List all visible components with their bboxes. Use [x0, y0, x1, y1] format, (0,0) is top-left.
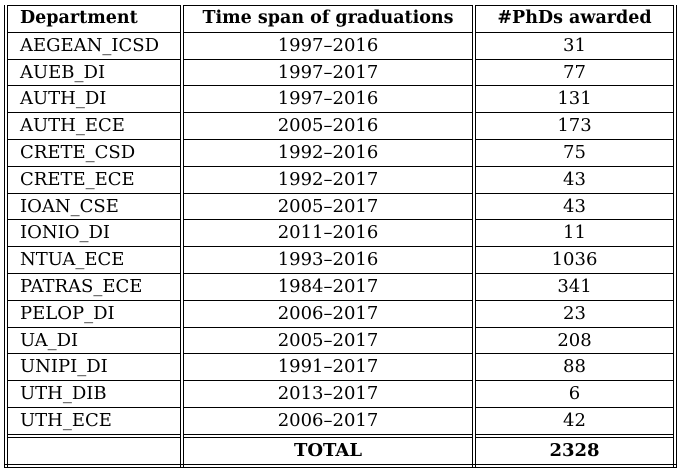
time-span-cell: 2006–2017 — [182, 300, 476, 328]
table-row: UNIPI_DI 1991–2017 88 — [4, 353, 677, 382]
header-phds-awarded: #PhDs awarded — [474, 5, 677, 33]
time-span-cell: 1984–2017 — [182, 273, 476, 301]
time-span-cell: 1997–2016 — [182, 85, 476, 114]
department-cell: UA_DI — [4, 327, 184, 355]
department-cell: AUTH_DI — [4, 85, 184, 114]
department-cell: PATRAS_ECE — [4, 273, 184, 301]
table-row: UTH_DIB 2013–2017 6 — [4, 380, 677, 408]
phds-cell: 131 — [474, 85, 677, 114]
table-body: AEGEAN_ICSD 1997–2016 31 AUEB_DI 1997–2017 77… — [4, 32, 677, 437]
table-row: IONIO_DI 2011–2016 11 — [4, 219, 677, 248]
department-cell: CRETE_CSD — [4, 139, 184, 167]
table-row: PELOP_DI 2006–2017 23 — [4, 300, 677, 328]
table-row: CRETE_ECE 1992–2017 43 — [4, 166, 677, 194]
total-value: 2328 — [474, 433, 677, 468]
phds-cell: 208 — [474, 327, 677, 355]
phds-cell: 75 — [474, 139, 677, 167]
table-row: AUEB_DI 1997–2017 77 — [4, 59, 677, 87]
time-span-cell: 2005–2017 — [182, 193, 476, 221]
table-row: UTH_ECE 2006–2017 42 — [4, 407, 677, 437]
phds-cell: 31 — [474, 32, 677, 60]
phds-cell: 23 — [474, 300, 677, 328]
department-cell: CRETE_ECE — [4, 166, 184, 194]
department-cell: IONIO_DI — [4, 219, 184, 248]
header-department: Department — [4, 5, 184, 33]
total-label: TOTAL — [182, 433, 476, 468]
department-cell: PELOP_DI — [4, 300, 184, 328]
time-span-cell: 1997–2017 — [182, 59, 476, 87]
phds-cell: 88 — [474, 353, 677, 382]
department-cell: AUTH_ECE — [4, 112, 184, 140]
phds-cell: 43 — [474, 193, 677, 221]
time-span-cell: 2005–2017 — [182, 327, 476, 355]
phds-cell: 11 — [474, 219, 677, 248]
department-cell: IOAN_CSE — [4, 193, 184, 221]
time-span-cell: 1993–2016 — [182, 246, 476, 274]
time-span-cell: 1997–2016 — [182, 32, 476, 60]
time-span-cell: 2006–2017 — [182, 407, 476, 437]
table-row: PATRAS_ECE 1984–2017 341 — [4, 273, 677, 301]
table-row: CRETE_CSD 1992–2016 75 — [4, 139, 677, 167]
table-row: AEGEAN_ICSD 1997–2016 31 — [4, 32, 677, 60]
phd-table-container: Department Time span of graduations #PhD… — [4, 5, 677, 468]
department-cell: UNIPI_DI — [4, 353, 184, 382]
time-span-cell: 1992–2017 — [182, 166, 476, 194]
department-cell: AUEB_DI — [4, 59, 184, 87]
table-row: UA_DI 2005–2017 208 — [4, 327, 677, 355]
phds-cell: 43 — [474, 166, 677, 194]
phds-cell: 1036 — [474, 246, 677, 274]
department-cell: NTUA_ECE — [4, 246, 184, 274]
phds-cell: 42 — [474, 407, 677, 437]
table-row: NTUA_ECE 1993–2016 1036 — [4, 246, 677, 274]
phds-cell: 173 — [474, 112, 677, 140]
time-span-cell: 2005–2016 — [182, 112, 476, 140]
header-time-span: Time span of graduations — [182, 5, 476, 33]
phds-cell: 341 — [474, 273, 677, 301]
time-span-cell: 1991–2017 — [182, 353, 476, 382]
department-cell: UTH_ECE — [4, 407, 184, 437]
department-cell: UTH_DIB — [4, 380, 184, 408]
time-span-cell: 2013–2017 — [182, 380, 476, 408]
table-header-row: Department Time span of graduations #PhD… — [4, 5, 677, 33]
total-department-cell — [4, 433, 184, 468]
total-row: TOTAL 2328 — [4, 433, 677, 468]
time-span-cell: 2011–2016 — [182, 219, 476, 248]
phds-cell: 6 — [474, 380, 677, 408]
phds-cell: 77 — [474, 59, 677, 87]
table-row: AUTH_DI 1997–2016 131 — [4, 85, 677, 114]
time-span-cell: 1992–2016 — [182, 139, 476, 167]
phd-table: Department Time span of graduations #PhD… — [4, 5, 677, 468]
table-row: IOAN_CSE 2005–2017 43 — [4, 193, 677, 221]
table-row: AUTH_ECE 2005–2016 173 — [4, 112, 677, 140]
department-cell: AEGEAN_ICSD — [4, 32, 184, 60]
